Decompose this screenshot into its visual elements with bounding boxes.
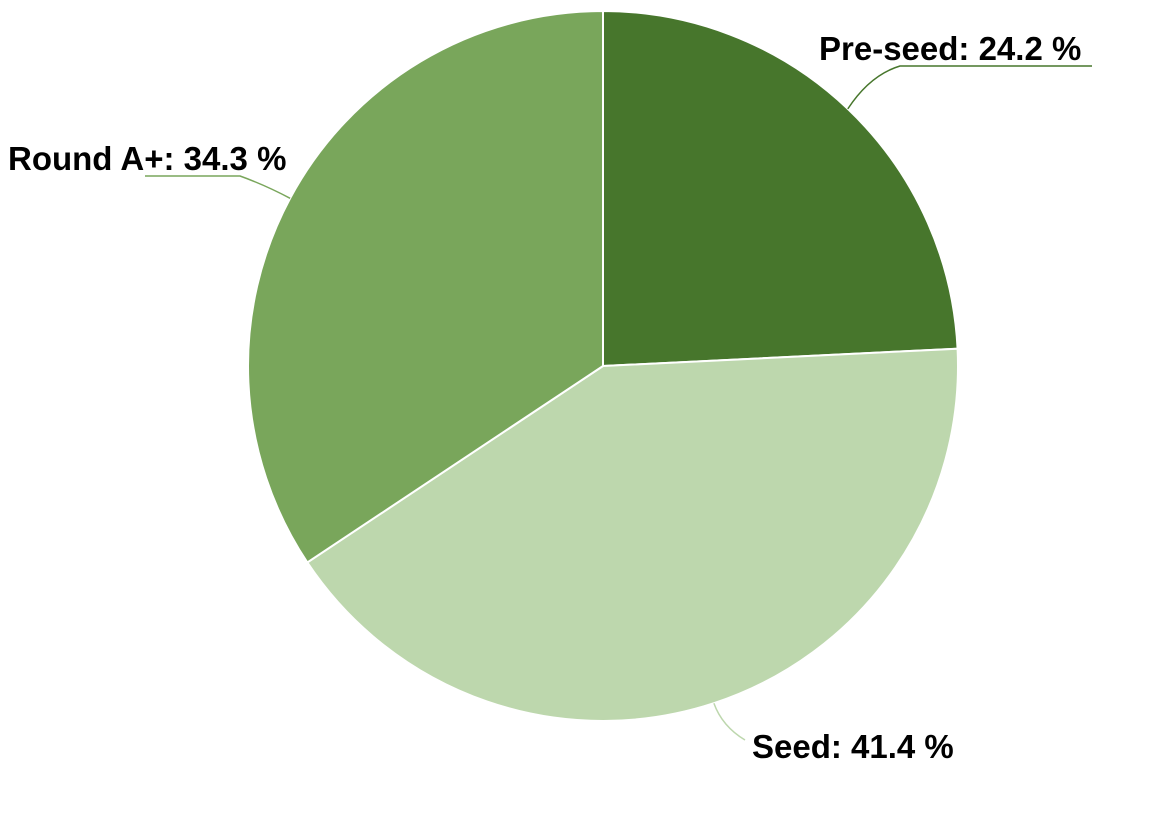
slice-label-pre-seed: Pre-seed: 24.2 %	[819, 30, 1081, 67]
slice-label-round-a-plus: Round A+: 34.3 %	[8, 140, 286, 177]
pie-slices	[247, 9, 959, 722]
leader-line-round-a	[145, 175, 291, 199]
pie-slice-seed	[305, 347, 959, 722]
leader-line-pre-seed	[847, 65, 1092, 110]
leader-line-seed	[713, 702, 746, 741]
slice-labels: Pre-seed: 24.2 % Seed: 41.4 % Round A+: …	[8, 30, 1081, 765]
slice-label-seed: Seed: 41.4 %	[752, 728, 954, 765]
pie-slice-pre-seed	[602, 9, 959, 368]
leader-lines	[145, 65, 1092, 741]
pie-slice-round-a	[247, 9, 604, 564]
